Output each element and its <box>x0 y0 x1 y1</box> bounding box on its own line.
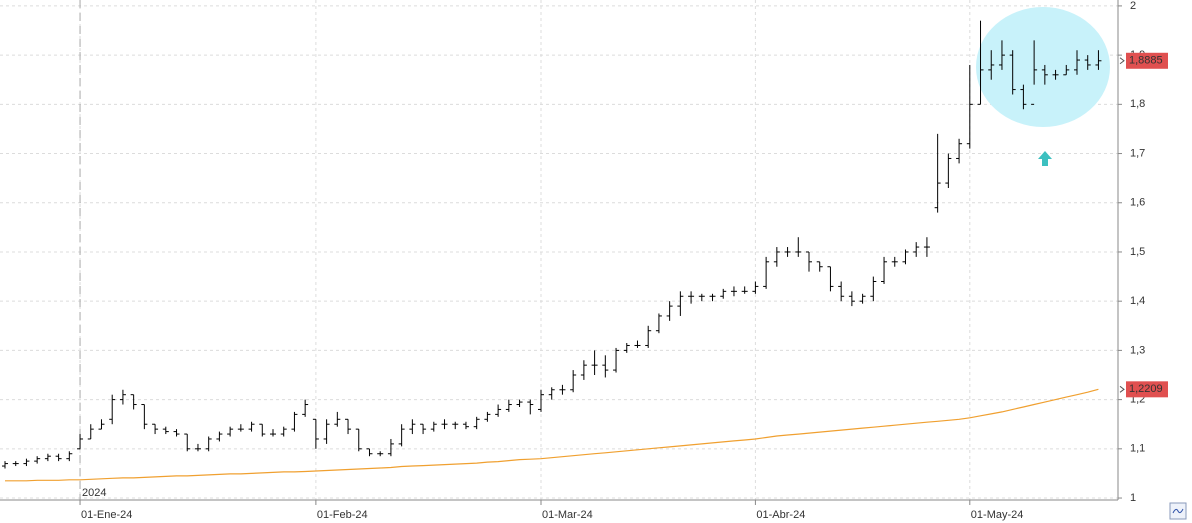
y-tick-label: 1,6 <box>1130 197 1145 209</box>
y-tick-label: 1,5 <box>1130 246 1145 258</box>
x-tick-label: 01-Ene-24 <box>81 509 132 521</box>
moving-average <box>5 388 1099 482</box>
grid <box>0 0 1118 500</box>
highlight-ellipse <box>976 7 1110 127</box>
y-tick-label: 1,4 <box>1130 295 1145 307</box>
y-tick-label: 1,7 <box>1130 147 1145 159</box>
x-tick-label: 01-Mar-24 <box>542 509 593 521</box>
y-tick-label: 1,8 <box>1130 98 1145 110</box>
x-tick-label: 01-Feb-24 <box>317 509 368 521</box>
price-tag-bg <box>1126 381 1168 398</box>
arrow-icon <box>1038 151 1052 166</box>
x-tick-label: 01-Abr-24 <box>756 509 805 521</box>
y-tick-label: 1 <box>1130 492 1136 504</box>
marks <box>2 20 1102 482</box>
x-tick-label: 01-May-24 <box>971 509 1024 521</box>
labels: 11,11,21,31,41,51,61,71,81,9201-Ene-2401… <box>79 0 1168 521</box>
year-label: 2024 <box>82 487 106 499</box>
price-tag-label: 1,8885 <box>1129 55 1163 67</box>
price-tag-label: 1,2209 <box>1129 383 1163 395</box>
price-tag-bg <box>1126 52 1168 69</box>
corner-icon <box>1172 508 1184 514</box>
y-tick-label: 1,3 <box>1130 344 1145 356</box>
price-tag-pointer <box>1119 385 1125 393</box>
y-tick-label: 2 <box>1130 0 1136 12</box>
price-tag-pointer <box>1119 57 1125 65</box>
y-tick-label: 1,1 <box>1130 443 1145 455</box>
